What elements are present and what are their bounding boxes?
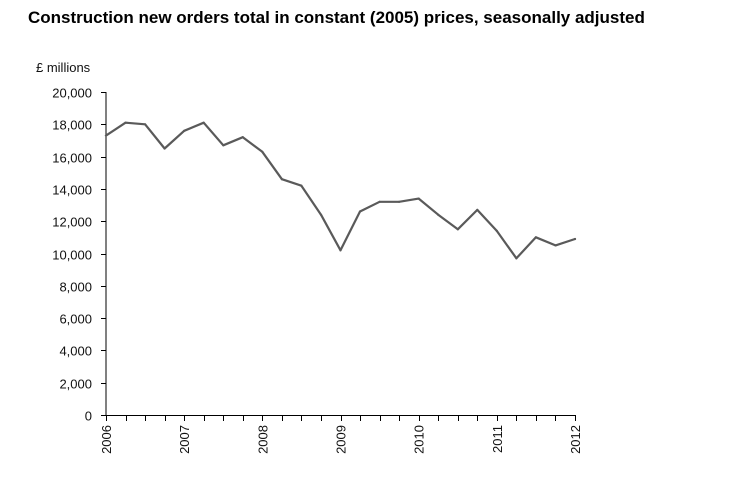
y-tick-label: 14,000 <box>52 183 92 198</box>
chart-title: Construction new orders total in constan… <box>28 8 645 27</box>
data-point <box>515 257 518 260</box>
data-point <box>261 150 264 153</box>
y-tick-label: 0 <box>85 409 92 424</box>
data-point <box>222 144 225 147</box>
data-point <box>280 178 283 181</box>
y-tick-label: 8,000 <box>59 280 92 295</box>
x-tick-label: 2012 <box>568 425 583 454</box>
data-point <box>144 123 147 126</box>
y-tick-label: 6,000 <box>59 312 92 327</box>
data-point <box>300 184 303 187</box>
data-point <box>417 197 420 200</box>
data-point <box>378 200 381 203</box>
data-point <box>241 136 244 139</box>
data-point <box>398 200 401 203</box>
data-point <box>339 249 342 252</box>
data-point <box>495 229 498 232</box>
y-axis: 0 2,000 4,000 6,000 8,000 10,000 12,000 14,000 1… <box>52 86 107 424</box>
data-point <box>124 121 127 124</box>
x-tick-label: 2006 <box>99 425 114 454</box>
data-point <box>163 147 166 150</box>
x-tick-label: 2008 <box>255 425 270 454</box>
y-tick-label: 16,000 <box>52 151 92 166</box>
data-point <box>358 210 362 213</box>
series-line <box>104 121 577 260</box>
x-tick-label: 2007 <box>177 425 192 454</box>
data-point <box>437 213 440 216</box>
y-axis-label: £ millions <box>36 60 91 75</box>
data-point <box>534 236 538 239</box>
data-point <box>104 134 108 137</box>
x-tick-label: 2010 <box>412 425 427 454</box>
y-tick-label: 18,000 <box>52 118 92 133</box>
x-tick-label: 2011 <box>490 425 505 453</box>
data-point <box>202 121 205 124</box>
series-layer <box>104 121 577 260</box>
data-point <box>573 237 577 241</box>
data-point <box>319 213 323 216</box>
x-tick-label: 2009 <box>334 425 349 454</box>
data-point <box>183 129 186 132</box>
y-tick-label: 12,000 <box>52 215 92 230</box>
data-point <box>456 228 459 231</box>
y-tick-label: 10,000 <box>52 248 92 263</box>
y-tick-label: 20,000 <box>52 86 92 101</box>
x-axis: 2006 2007 2008 2009 2010 2011 2012 <box>99 415 583 454</box>
data-point <box>554 244 557 247</box>
data-point <box>476 208 479 211</box>
y-tick-label: 4,000 <box>59 344 92 359</box>
y-tick-label: 2,000 <box>59 377 92 392</box>
